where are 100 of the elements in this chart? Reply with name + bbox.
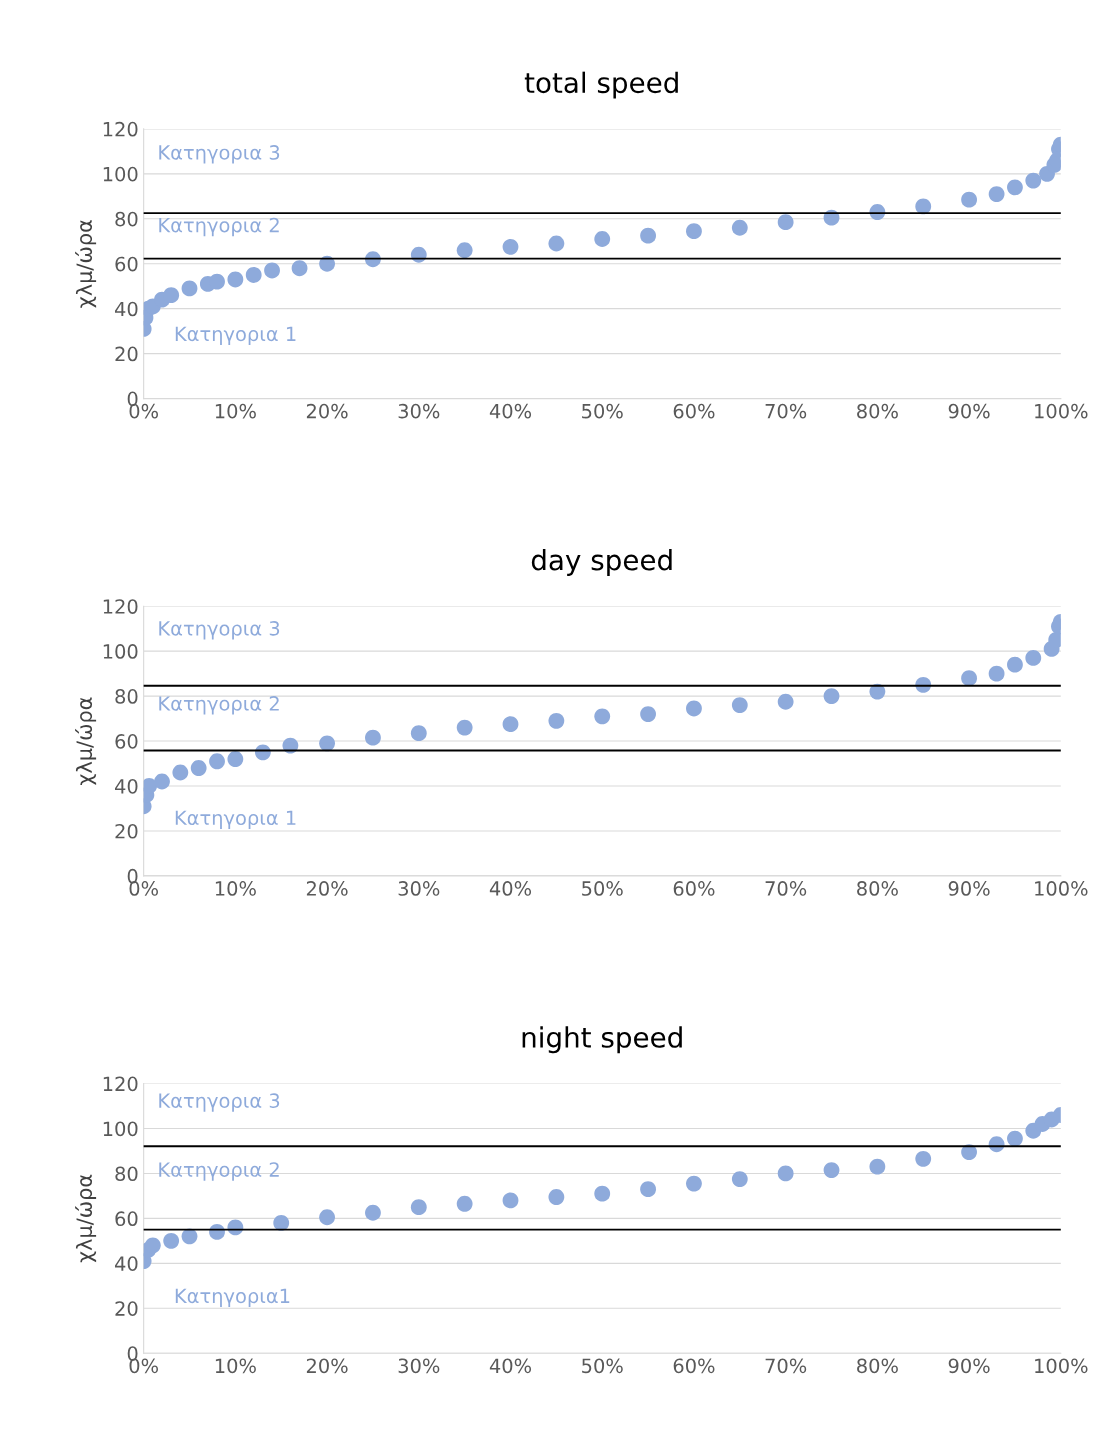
y-tick-label: 20 — [115, 346, 138, 362]
x-tick-label: 30% — [398, 881, 440, 896]
point — [777, 693, 794, 710]
y-tick-label: 80 — [115, 211, 138, 227]
y-tick-label: 120 — [103, 599, 138, 614]
chart-title: total speed — [524, 71, 678, 99]
point — [502, 1192, 519, 1209]
x-tick-label: 40% — [489, 881, 532, 896]
point — [319, 255, 335, 272]
x-tick-label: 40% — [489, 403, 532, 419]
point — [319, 1209, 335, 1226]
point — [548, 712, 565, 729]
y-tick-label: 20 — [115, 1301, 138, 1316]
point — [594, 231, 611, 247]
point — [154, 773, 170, 790]
point — [227, 271, 244, 288]
annotation: Κατηγορια 3 — [159, 621, 280, 640]
point — [227, 751, 244, 767]
point — [731, 1171, 748, 1187]
point — [548, 1189, 565, 1205]
y-tick-label: 100 — [103, 166, 138, 182]
y-tick-label: 60 — [115, 256, 138, 272]
point — [502, 716, 519, 733]
point — [365, 1204, 381, 1221]
chart-title: night speed — [522, 1026, 682, 1054]
point — [209, 753, 225, 770]
y-axis-title: χλμ/ώρα — [75, 697, 97, 785]
point — [502, 238, 519, 255]
point — [915, 1150, 932, 1167]
point — [1007, 1130, 1023, 1147]
point — [686, 1175, 702, 1192]
x-tick-label: 10% — [215, 881, 256, 896]
point — [365, 251, 381, 268]
x-tick-label: 30% — [398, 1358, 440, 1374]
x-tick-label: 50% — [582, 1358, 623, 1374]
point — [254, 744, 271, 761]
y-tick-label: 20 — [115, 823, 138, 839]
x-tick-label: 90% — [948, 881, 990, 896]
point — [245, 267, 262, 283]
point — [264, 262, 280, 279]
point — [181, 280, 198, 297]
x-tick-label: 20% — [306, 403, 348, 419]
x-tick-label: 60% — [673, 881, 715, 896]
annotation: Κατηγορια 2 — [159, 217, 279, 237]
point — [988, 186, 1005, 202]
point — [731, 697, 748, 714]
point — [319, 735, 335, 752]
x-tick-label: 90% — [948, 403, 990, 419]
point — [410, 1199, 427, 1216]
point — [640, 1181, 656, 1198]
x-tick-label: 70% — [765, 403, 807, 419]
point — [172, 764, 189, 781]
x-tick-label: 100% — [1035, 881, 1088, 896]
y-tick-label: 80 — [115, 689, 138, 704]
y-tick-label: 40 — [115, 778, 138, 794]
point — [731, 219, 748, 236]
point — [594, 708, 611, 725]
y-tick-label: 40 — [115, 1256, 138, 1272]
annotation: Κατηγορια 3 — [159, 1093, 280, 1112]
x-tick-label: 50% — [582, 881, 623, 896]
y-tick-label: 100 — [103, 1121, 138, 1137]
y-tick-label: 100 — [103, 644, 138, 659]
x-tick-label: 80% — [857, 403, 898, 419]
x-tick-label: 10% — [215, 1358, 256, 1374]
x-tick-label: 60% — [673, 403, 715, 419]
x-tick-label: 20% — [306, 1358, 348, 1374]
point — [640, 706, 656, 723]
x-tick-label: 50% — [582, 403, 623, 419]
x-tick-label: 10% — [215, 403, 256, 419]
x-tick-label: 80% — [857, 1358, 898, 1374]
y-tick-label: 80 — [115, 1166, 138, 1182]
point — [1025, 649, 1042, 666]
annotation: Κατηγορια 2 — [159, 1162, 279, 1181]
point — [823, 1162, 840, 1178]
annotation: Κατηγορια1 — [175, 1288, 290, 1308]
x-tick-label: 70% — [765, 1358, 807, 1374]
x-tick-label: 40% — [489, 1358, 532, 1374]
point — [686, 223, 702, 240]
point — [1025, 172, 1042, 189]
point — [1007, 656, 1023, 673]
x-tick-label: 80% — [857, 881, 898, 896]
x-tick-label: 20% — [306, 881, 348, 896]
point — [410, 246, 427, 263]
x-tick-label: 100% — [1035, 1358, 1088, 1374]
chart-title: day speed — [531, 549, 672, 576]
point — [410, 725, 427, 742]
y-tick-label: 120 — [103, 121, 138, 137]
point — [548, 235, 565, 252]
point — [594, 1185, 611, 1202]
point — [163, 1232, 180, 1249]
x-tick-label: 90% — [948, 1358, 990, 1374]
point — [456, 242, 473, 259]
annotation: Κατηγορια 2 — [159, 696, 279, 715]
x-tick-label: 70% — [765, 881, 807, 896]
point — [777, 214, 794, 231]
x-tick-label: 60% — [673, 1358, 715, 1374]
point — [1007, 179, 1023, 196]
annotation: Κατηγορια 3 — [159, 145, 280, 164]
point — [988, 665, 1005, 682]
y-axis-title: χλμ/ώρα — [75, 1174, 97, 1263]
